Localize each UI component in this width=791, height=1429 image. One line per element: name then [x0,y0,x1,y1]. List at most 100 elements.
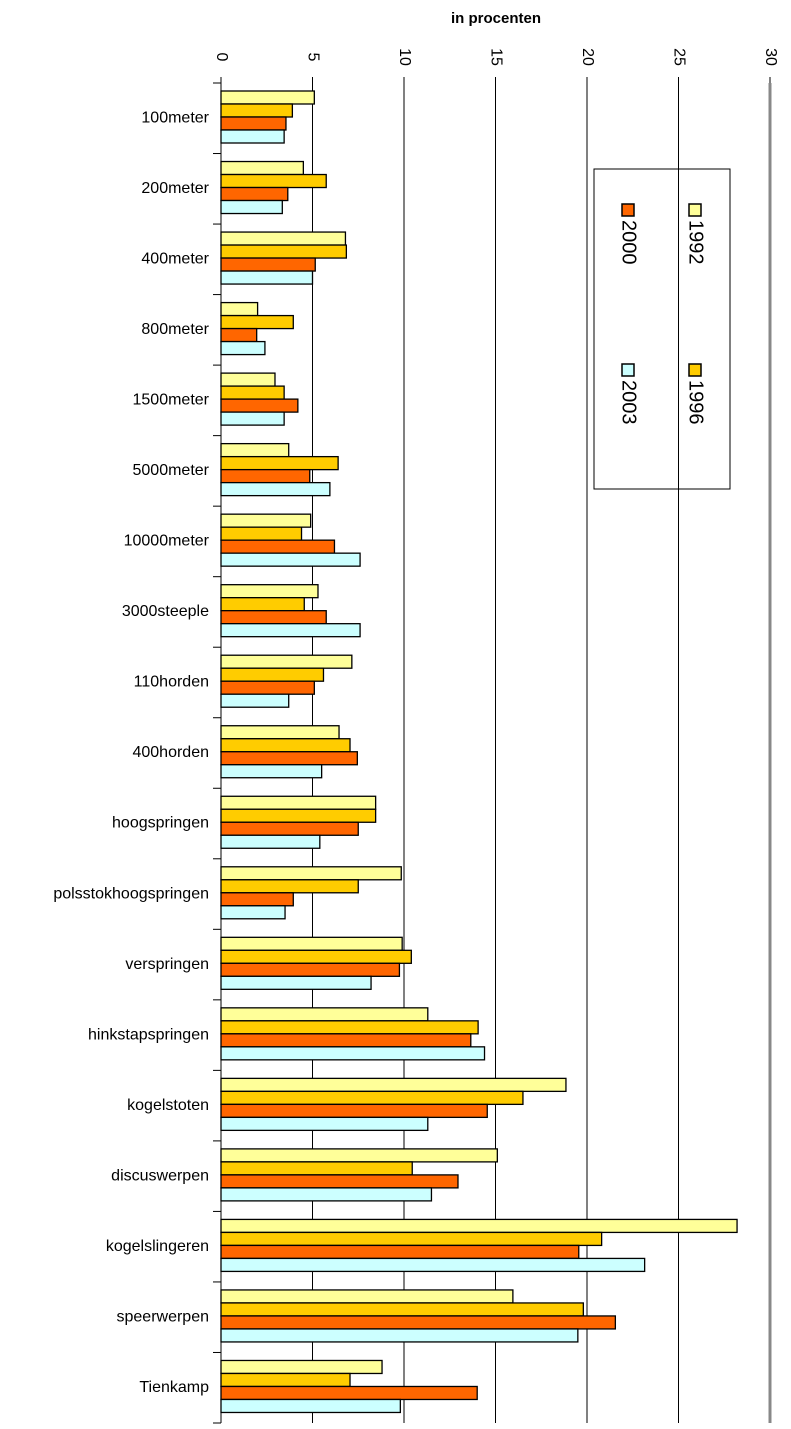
y-tick-label: kogelslingeren [106,1238,209,1255]
x-tick-label: 25 [670,48,687,66]
bar [220,1385,478,1401]
legend-label: 1996 [685,380,707,425]
bar [220,1257,646,1273]
bar [220,667,325,682]
bar [220,327,258,343]
y-tick-label: Tienkamp [139,1379,209,1396]
bar [220,1116,429,1132]
bar [220,552,361,567]
bar [220,892,294,907]
bar [220,301,259,317]
bar [220,90,315,105]
bar [220,385,285,400]
y-tick-label: 5000meter [133,462,210,479]
x-tick-label: 5 [304,53,321,62]
y-tick-label: hinkstapspringen [88,1026,209,1043]
y-tick-label: 100meter [141,109,209,126]
bar [220,481,331,497]
bar [220,834,321,849]
bar [220,962,401,977]
bar [220,1161,413,1176]
y-tick-label: hoogspringen [112,815,209,832]
y-tick-label: 10000meter [124,533,210,550]
legend-swatch [688,363,702,377]
y-tick-label: speerwerpen [117,1308,210,1325]
y-tick-label: 400horden [132,744,209,761]
bar [220,821,359,836]
y-tick-label: verspringen [125,956,209,973]
bar [220,725,340,740]
bar [220,949,412,964]
bar [220,173,327,189]
bar [220,751,358,766]
bar [220,160,304,176]
bar [220,1315,617,1330]
bar [220,597,305,612]
bar [220,1007,429,1022]
bar [220,879,359,894]
bar [220,738,351,753]
bar [220,455,339,471]
bar [220,795,377,810]
bar [220,1359,383,1375]
bar [220,398,299,413]
bar [220,526,303,541]
bar [220,654,353,669]
bar [220,468,311,484]
bar [220,270,314,285]
bar [220,764,323,779]
legend-label: 1992 [685,220,707,265]
legend-swatch [688,203,702,217]
bar [220,442,290,458]
bar [220,257,316,272]
bar [220,1187,433,1202]
bar [220,1174,459,1189]
bar [220,539,336,554]
x-tick-label: 20 [579,48,596,66]
legend-swatch [621,203,635,217]
x-tick-label: 30 [762,48,779,66]
bar [220,936,403,951]
bar [220,975,372,990]
axis-title: in procenten [451,10,541,27]
bar [220,1372,351,1388]
bar [220,1020,479,1035]
y-tick-label: 800meter [141,321,209,338]
y-tick-label: kogelstoten [127,1097,209,1114]
bar [220,244,348,259]
x-tick-label: 0 [213,53,230,62]
bar [220,1090,524,1106]
bar [220,513,312,528]
bar [220,905,286,920]
bar [220,584,319,599]
bar [220,103,294,118]
y-tick-label: 3000steeple [122,603,209,620]
bar [220,610,327,625]
y-tick-label: 110horden [134,674,209,691]
bar [220,116,287,131]
legend-label: 2000 [618,220,640,265]
bar [220,372,276,387]
bar [220,411,285,426]
x-tick-label: 10 [396,48,413,66]
bar [220,1244,580,1260]
bar [220,808,377,823]
bar [220,866,402,881]
bar [220,623,361,638]
bar [220,693,290,708]
legend-label: 2003 [618,380,640,425]
bar [220,129,285,144]
bar [220,1077,567,1093]
bar [220,231,347,246]
y-tick-label: 400meter [141,251,209,268]
bar [220,1033,472,1048]
bar [220,340,266,356]
bar [220,1103,488,1119]
legend-swatch [621,363,635,377]
y-tick-label: discuswerpen [111,1167,209,1184]
bar [220,314,294,330]
bar [220,186,289,202]
bar [220,1302,584,1317]
bar [220,1289,514,1304]
